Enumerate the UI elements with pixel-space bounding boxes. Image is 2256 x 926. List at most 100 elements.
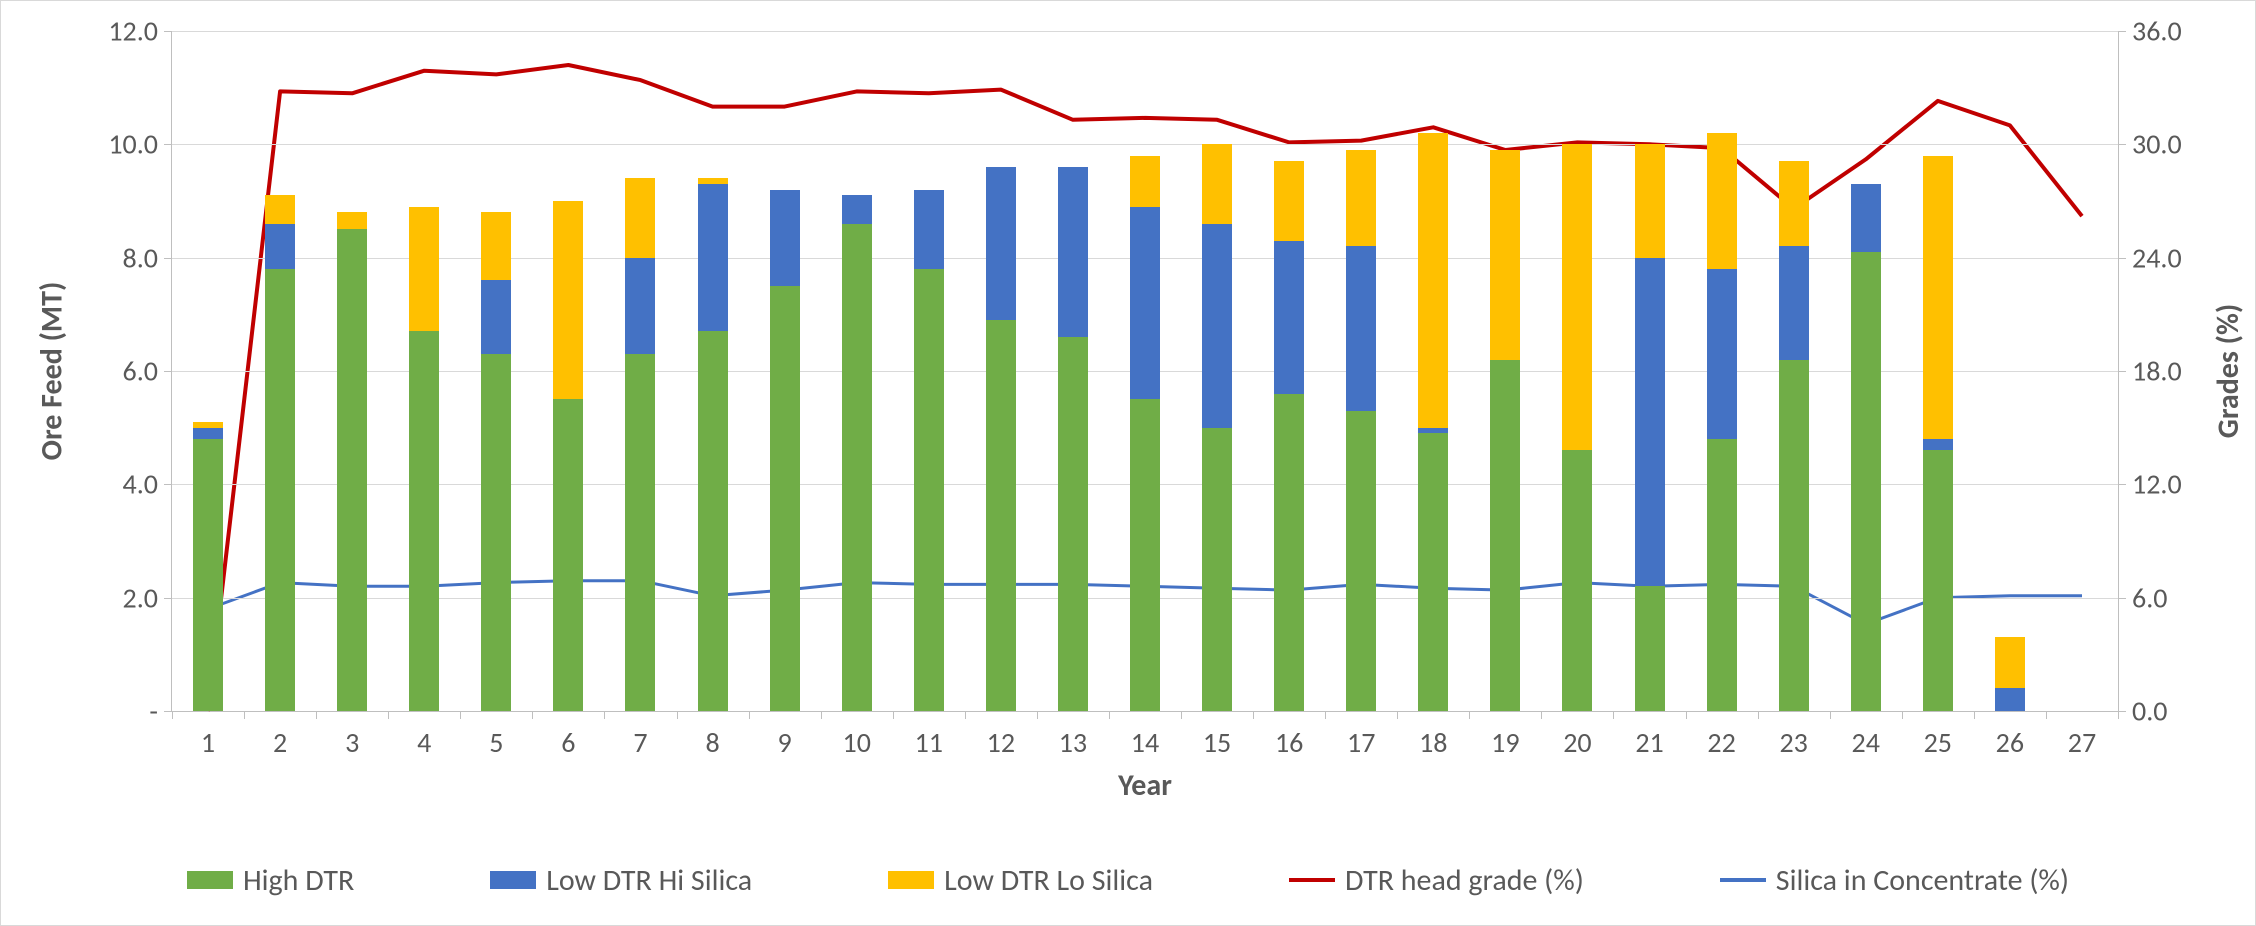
bar-segment xyxy=(1058,337,1088,711)
y-right-tick-mark xyxy=(2118,711,2126,712)
x-tick-mark xyxy=(316,711,317,719)
x-tick-label: 5 xyxy=(489,725,503,760)
legend-line-icon xyxy=(1720,878,1766,882)
bar-segment xyxy=(1923,439,1953,450)
bar-stack xyxy=(265,195,295,711)
x-tick-label: 27 xyxy=(2068,725,2096,760)
bar-segment xyxy=(409,207,439,332)
y-left-tick-mark xyxy=(164,598,172,599)
bar-segment xyxy=(1707,269,1737,439)
bar-stack xyxy=(1418,133,1448,711)
x-tick-label: 6 xyxy=(561,725,575,760)
bar-stack xyxy=(1851,184,1881,711)
y-right-tick-label: 30.0 xyxy=(2132,127,2212,162)
y-left-tick-mark xyxy=(164,31,172,32)
x-tick-label: 8 xyxy=(705,725,719,760)
x-tick-label: 26 xyxy=(1996,725,2024,760)
bar-segment xyxy=(1923,156,1953,439)
y-left-tick-label: 4.0 xyxy=(78,467,158,502)
legend-item: High DTR xyxy=(187,862,354,899)
x-axis-title: Year xyxy=(1118,767,1172,804)
x-tick-mark xyxy=(1037,711,1038,719)
bar-segment xyxy=(1779,246,1809,359)
bar-segment xyxy=(842,224,872,711)
bar-stack xyxy=(1707,133,1737,711)
bar-segment xyxy=(986,320,1016,711)
x-tick-mark xyxy=(604,711,605,719)
bar-segment xyxy=(1202,428,1232,711)
bar-segment xyxy=(553,201,583,399)
bar-segment xyxy=(1779,360,1809,711)
legend-label: Silica in Concentrate (%) xyxy=(1776,862,2069,899)
gridline xyxy=(172,144,2118,145)
x-tick-mark xyxy=(1686,711,1687,719)
x-tick-label: 17 xyxy=(1347,725,1375,760)
x-tick-label: 9 xyxy=(778,725,792,760)
chart-frame: Ore Feed (MT) Grades (%) Year - 0.0 2.06… xyxy=(0,0,2256,926)
bar-stack xyxy=(1490,150,1520,711)
y-right-tick-label: 24.0 xyxy=(2132,240,2212,275)
x-tick-label: 13 xyxy=(1059,725,1087,760)
bar-segment xyxy=(1274,161,1304,240)
bar-segment xyxy=(265,195,295,223)
bar-stack xyxy=(193,422,223,711)
bar-segment xyxy=(1130,207,1160,400)
x-tick-label: 21 xyxy=(1635,725,1663,760)
y-left-tick-mark xyxy=(164,144,172,145)
x-tick-label: 7 xyxy=(633,725,647,760)
y-right-tick-mark xyxy=(2118,31,2126,32)
bar-segment xyxy=(1418,433,1448,711)
x-tick-mark xyxy=(1830,711,1831,719)
bar-segment xyxy=(1346,411,1376,711)
x-tick-mark xyxy=(1325,711,1326,719)
y-axis-right-title: Grades (%) xyxy=(2210,304,2247,438)
bar-segment xyxy=(1995,637,2025,688)
bar-segment xyxy=(1490,150,1520,360)
x-tick-label: 18 xyxy=(1419,725,1447,760)
x-tick-mark xyxy=(244,711,245,719)
y-right-tick-label: 18.0 xyxy=(2132,354,2212,389)
bar-segment xyxy=(1562,450,1592,711)
bar-segment xyxy=(193,428,223,439)
bar-stack xyxy=(1130,156,1160,711)
bar-segment xyxy=(265,224,295,269)
bar-segment xyxy=(698,184,728,331)
y-left-tick-mark xyxy=(164,484,172,485)
y-right-tick-mark xyxy=(2118,371,2126,372)
x-tick-label: 4 xyxy=(417,725,431,760)
bar-segment xyxy=(625,354,655,711)
legend-item: Low DTR Lo Silica xyxy=(888,862,1153,899)
bar-stack xyxy=(553,201,583,711)
x-tick-mark xyxy=(677,711,678,719)
bar-stack xyxy=(770,190,800,711)
x-tick-label: 2 xyxy=(273,725,287,760)
x-tick-mark xyxy=(2046,711,2047,719)
legend-line-icon xyxy=(1289,878,1335,882)
bar-stack xyxy=(1346,150,1376,711)
y-right-tick-label: 0.0 xyxy=(2132,694,2212,729)
bar-segment xyxy=(481,354,511,711)
bar-segment xyxy=(1635,258,1665,587)
y-right-tick-mark xyxy=(2118,258,2126,259)
x-tick-mark xyxy=(821,711,822,719)
bar-stack xyxy=(1202,144,1232,711)
bar-segment xyxy=(1202,224,1232,428)
x-tick-label: 25 xyxy=(1924,725,1952,760)
x-tick-label: 10 xyxy=(843,725,871,760)
bar-segment xyxy=(1635,144,1665,257)
bar-segment xyxy=(553,399,583,711)
y-left-tick-label: 2.0 xyxy=(78,580,158,615)
plot-area: Ore Feed (MT) Grades (%) Year - 0.0 2.06… xyxy=(171,31,2119,712)
x-tick-mark xyxy=(1541,711,1542,719)
y-right-tick-label: 36.0 xyxy=(2132,14,2212,49)
y-left-tick-label: 6.0 xyxy=(78,354,158,389)
bar-segment xyxy=(1851,252,1881,711)
bar-stack xyxy=(842,195,872,711)
bar-stack xyxy=(409,207,439,711)
bar-segment xyxy=(1707,439,1737,711)
y-left-tick-mark xyxy=(164,371,172,372)
x-tick-label: 23 xyxy=(1779,725,1807,760)
legend-label: DTR head grade (%) xyxy=(1345,862,1584,899)
y-left-tick-label: - xyxy=(78,694,158,729)
bar-segment xyxy=(1274,394,1304,711)
